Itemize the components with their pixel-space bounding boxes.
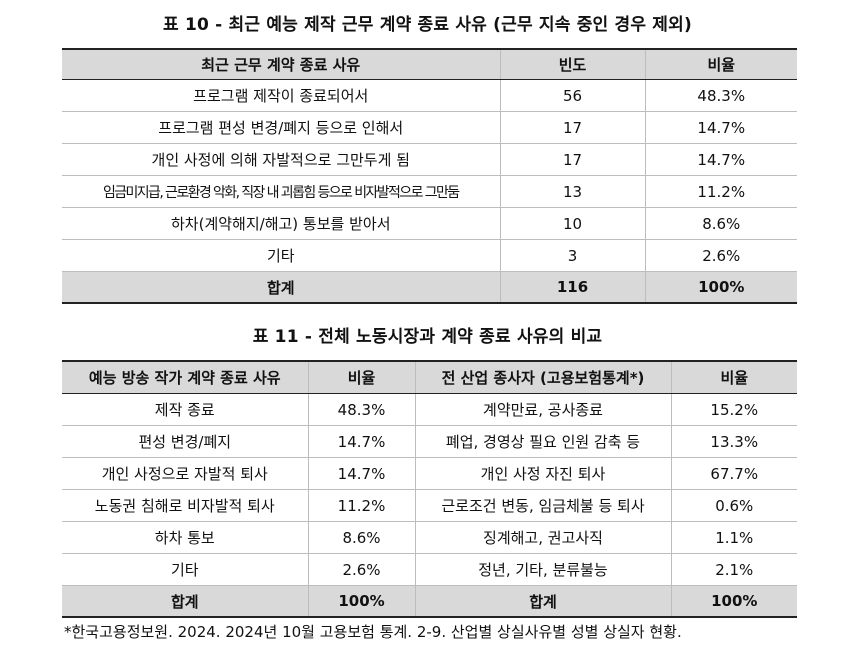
industry-reason-cell: 징계해고, 권고사직 xyxy=(415,521,672,554)
writer-ratio-cell: 14.7% xyxy=(308,425,416,458)
ratio-cell: 14.7% xyxy=(645,143,797,176)
total-label: 합계 xyxy=(415,585,672,618)
writer-reason-cell: 하차 통보 xyxy=(62,521,309,554)
writer-ratio-cell: 14.7% xyxy=(308,457,416,490)
industry-ratio-cell: 0.6% xyxy=(671,489,797,522)
frequency-cell: 17 xyxy=(500,143,646,176)
total-ratio: 100% xyxy=(671,585,797,618)
writer-reason-cell: 기타 xyxy=(62,553,309,586)
frequency-cell: 3 xyxy=(500,239,646,272)
writer-reason-cell: 제작 종료 xyxy=(62,393,309,426)
table-header-row: 예능 방송 작가 계약 종료 사유 비율 전 산업 종사자 (고용보험통계*) … xyxy=(62,360,797,394)
total-row: 합계 100% 합계 100% xyxy=(62,585,797,618)
industry-ratio-cell: 15.2% xyxy=(671,393,797,426)
table-row: 기타 2.6% 정년, 기타, 분류불능 2.1% xyxy=(62,553,797,586)
column-header: 최근 근무 계약 종료 사유 xyxy=(62,48,501,80)
industry-ratio-cell: 1.1% xyxy=(671,521,797,554)
ratio-cell: 11.2% xyxy=(645,175,797,208)
writer-reason-cell: 편성 변경/폐지 xyxy=(62,425,309,458)
writer-reason-cell: 개인 사정으로 자발적 퇴사 xyxy=(62,457,309,490)
frequency-cell: 56 xyxy=(500,79,646,112)
industry-ratio-cell: 13.3% xyxy=(671,425,797,458)
industry-reason-cell: 폐업, 경영상 필요 인원 감축 등 xyxy=(415,425,672,458)
ratio-cell: 14.7% xyxy=(645,111,797,144)
termination-reasons-table: 최근 근무 계약 종료 사유 빈도 비율 프로그램 제작이 종료되어서 56 4… xyxy=(62,48,797,304)
column-header: 비율 xyxy=(645,48,797,80)
total-frequency: 116 xyxy=(500,271,646,304)
writer-reason-cell: 노동권 침해로 비자발적 퇴사 xyxy=(62,489,309,522)
total-label: 합계 xyxy=(62,585,309,618)
reason-cell: 프로그램 제작이 종료되어서 xyxy=(62,79,501,112)
table-row: 개인 사정에 의해 자발적으로 그만두게 됨 17 14.7% xyxy=(62,143,797,176)
table-row: 임금미지급, 근로환경 악화, 직장 내 괴롭힘 등으로 비자발적으로 그만둠 … xyxy=(62,175,797,208)
table-header-row: 최근 근무 계약 종료 사유 빈도 비율 xyxy=(62,48,797,80)
table-row: 제작 종료 48.3% 계약만료, 공사종료 15.2% xyxy=(62,393,797,426)
comparison-table: 예능 방송 작가 계약 종료 사유 비율 전 산업 종사자 (고용보험통계*) … xyxy=(62,360,797,618)
total-ratio: 100% xyxy=(308,585,416,618)
writer-ratio-cell: 8.6% xyxy=(308,521,416,554)
industry-reason-cell: 근로조건 변동, 임금체불 등 퇴사 xyxy=(415,489,672,522)
table1-caption: 표 10 - 최근 예능 제작 근무 계약 종료 사유 (근무 지속 중인 경우… xyxy=(163,15,692,35)
table-row: 기타 3 2.6% xyxy=(62,239,797,272)
reason-cell: 임금미지급, 근로환경 악화, 직장 내 괴롭힘 등으로 비자발적으로 그만둠 xyxy=(62,175,501,208)
ratio-cell: 2.6% xyxy=(645,239,797,272)
industry-ratio-cell: 67.7% xyxy=(671,457,797,490)
writer-ratio-cell: 11.2% xyxy=(308,489,416,522)
frequency-cell: 10 xyxy=(500,207,646,240)
industry-reason-cell: 정년, 기타, 분류불능 xyxy=(415,553,672,586)
column-header: 비율 xyxy=(308,360,416,394)
column-header: 비율 xyxy=(671,360,797,394)
industry-ratio-cell: 2.1% xyxy=(671,553,797,586)
industry-reason-cell: 개인 사정 자진 퇴사 xyxy=(415,457,672,490)
reason-cell: 하차(계약해지/해고) 통보를 받아서 xyxy=(62,207,501,240)
column-header: 예능 방송 작가 계약 종료 사유 xyxy=(62,360,309,394)
table-row: 편성 변경/폐지 14.7% 폐업, 경영상 필요 인원 감축 등 13.3% xyxy=(62,425,797,458)
table2-caption: 표 11 - 전체 노동시장과 계약 종료 사유의 비교 xyxy=(252,327,603,347)
table-row: 하차 통보 8.6% 징계해고, 권고사직 1.1% xyxy=(62,521,797,554)
column-header: 빈도 xyxy=(500,48,646,80)
total-ratio: 100% xyxy=(645,271,797,304)
frequency-cell: 13 xyxy=(500,175,646,208)
writer-ratio-cell: 2.6% xyxy=(308,553,416,586)
ratio-cell: 8.6% xyxy=(645,207,797,240)
writer-ratio-cell: 48.3% xyxy=(308,393,416,426)
source-footnote: *한국고용정보원. 2024. 2024년 10월 고용보험 통계. 2-9. … xyxy=(64,623,682,641)
table-row: 노동권 침해로 비자발적 퇴사 11.2% 근로조건 변동, 임금체불 등 퇴사… xyxy=(62,489,797,522)
column-header: 전 산업 종사자 (고용보험통계*) xyxy=(415,360,672,394)
total-row: 합계 116 100% xyxy=(62,271,797,304)
frequency-cell: 17 xyxy=(500,111,646,144)
industry-reason-cell: 계약만료, 공사종료 xyxy=(415,393,672,426)
total-label: 합계 xyxy=(62,271,501,304)
table-row: 프로그램 편성 변경/폐지 등으로 인해서 17 14.7% xyxy=(62,111,797,144)
reason-cell: 개인 사정에 의해 자발적으로 그만두게 됨 xyxy=(62,143,501,176)
table-row: 개인 사정으로 자발적 퇴사 14.7% 개인 사정 자진 퇴사 67.7% xyxy=(62,457,797,490)
table-row: 하차(계약해지/해고) 통보를 받아서 10 8.6% xyxy=(62,207,797,240)
ratio-cell: 48.3% xyxy=(645,79,797,112)
reason-cell: 프로그램 편성 변경/폐지 등으로 인해서 xyxy=(62,111,501,144)
table-row: 프로그램 제작이 종료되어서 56 48.3% xyxy=(62,79,797,112)
reason-cell: 기타 xyxy=(62,239,501,272)
